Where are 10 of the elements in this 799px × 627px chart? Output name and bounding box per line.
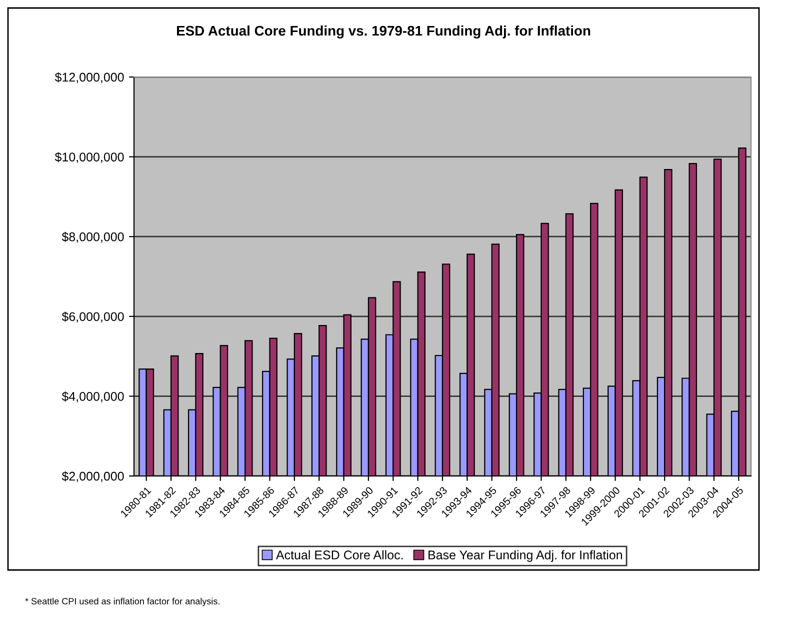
text: * Seattle CPI used as inflation factor for analysis. <box>25 598 220 606</box>
y-tick-label: $12,000,000 <box>54 72 124 84</box>
y-tick-label: $4,000,000 <box>62 391 124 402</box>
legend-label: Base Year Funding Adj. for Inflation <box>428 550 622 562</box>
legend-label: Actual ESD Core Alloc. <box>276 550 403 560</box>
y-tick-label: $6,000,000 <box>62 312 124 323</box>
y-tick-label: $8,000,000 <box>62 232 124 243</box>
y-tick-label: $2,000,000 <box>62 471 124 482</box>
chart-title: ESD Actual Core Funding vs. 1979-81 Funding Adj. for Inflation <box>177 25 590 39</box>
y-tick-label: $10,000,000 <box>54 152 124 163</box>
